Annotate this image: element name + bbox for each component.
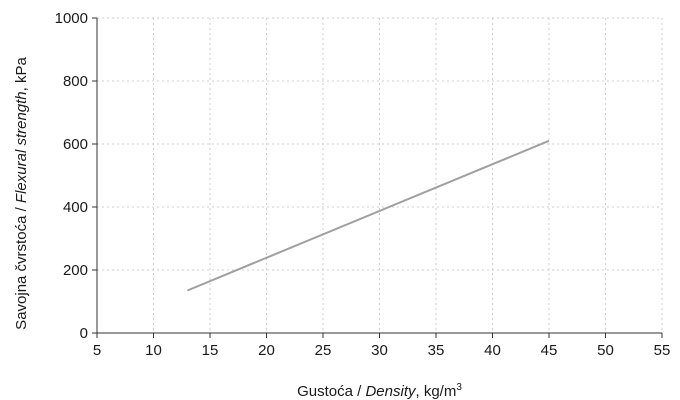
y-ticks: 0 200 400 600 800 1000 bbox=[55, 10, 97, 342]
grid bbox=[97, 17, 663, 333]
x-tick-label: 20 bbox=[258, 342, 275, 359]
x-tick-label: 35 bbox=[428, 342, 445, 359]
y-axis-title: Savojna čvrstoća / Flexural strength, kP… bbox=[13, 57, 30, 330]
y-tick-label: 400 bbox=[63, 199, 88, 216]
x-tick-label: 50 bbox=[597, 342, 614, 359]
y-tick-label: 800 bbox=[63, 73, 88, 90]
x-ticks: 5 10 15 20 25 30 35 40 45 50 55 bbox=[93, 333, 671, 359]
series-line bbox=[187, 139, 550, 292]
x-axis-title-superscript: 3 bbox=[456, 382, 462, 393]
y-tick-label: 0 bbox=[80, 325, 88, 342]
x-tick-label: 30 bbox=[371, 342, 388, 359]
y-axis-title-part-2: Flexural strength bbox=[13, 91, 30, 203]
x-tick-label: 40 bbox=[484, 342, 501, 359]
x-tick-label: 45 bbox=[541, 342, 558, 359]
x-axis-title-part-1: Gustoća / bbox=[297, 383, 365, 400]
x-tick-label: 10 bbox=[145, 342, 162, 359]
y-tick-label: 1000 bbox=[55, 10, 88, 27]
y-tick-label: 600 bbox=[63, 136, 88, 153]
x-tick-label: 15 bbox=[202, 342, 219, 359]
x-tick-label: 25 bbox=[315, 342, 332, 359]
x-tick-label: 5 bbox=[93, 342, 101, 359]
x-tick-label: 55 bbox=[654, 342, 671, 359]
y-axis-title-part-3: , kPa bbox=[13, 57, 30, 92]
axes bbox=[96, 18, 662, 334]
x-axis-title-part-3: , kg/m bbox=[416, 383, 457, 400]
x-axis-title: Gustoća / Density, kg/m3 bbox=[297, 382, 462, 400]
x-axis-title-part-2: Density bbox=[365, 383, 417, 400]
y-tick-label: 200 bbox=[63, 262, 88, 279]
y-axis-title-part-1: Savojna čvrstoća / bbox=[13, 203, 30, 330]
series-layer bbox=[187, 139, 550, 292]
